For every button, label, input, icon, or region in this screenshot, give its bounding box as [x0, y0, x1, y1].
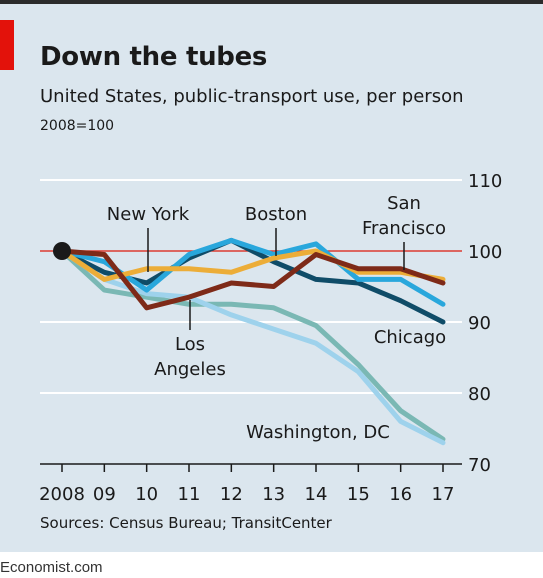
chart-subtitle: United States, public-transport use, per… — [40, 86, 464, 107]
series-label: New York — [107, 204, 190, 225]
chart-title: Down the tubes — [40, 42, 268, 72]
y-tick-label: 80 — [468, 384, 491, 405]
series-line-washington-dc — [59, 248, 446, 442]
series-line-new-york — [59, 248, 446, 282]
brand-tag — [0, 20, 14, 70]
x-tick-label: 17 — [432, 484, 455, 505]
series-label: San — [387, 193, 421, 214]
y-tick-label: 90 — [468, 313, 491, 334]
x-tick-label: 13 — [262, 484, 285, 505]
source-note: Sources: Census Bureau; TransitCenter — [40, 514, 332, 532]
series-label: Boston — [245, 204, 307, 225]
series-label: Washington, DC — [246, 422, 390, 443]
series-label: Chicago — [374, 327, 446, 348]
x-tick-label: 12 — [220, 484, 243, 505]
series-line-san-francisco — [59, 248, 446, 311]
y-tick-label: 100 — [468, 242, 502, 263]
y-tick-label: 70 — [468, 455, 491, 476]
unit-label: 2008=100 — [40, 118, 115, 134]
y-tick-label: 110 — [468, 171, 502, 192]
top-rule — [0, 0, 543, 4]
x-tick-label: 09 — [93, 484, 116, 505]
series-line-los-angeles — [59, 248, 446, 446]
x-tick-label: 14 — [305, 484, 328, 505]
x-tick-label: 10 — [135, 484, 158, 505]
brand-footer: Economist.com — [0, 559, 103, 576]
line-chart: 70 80 90 100 110 2008 09 10 11 12 13 14 15 16 17 New Yo… — [39, 171, 502, 505]
series-label: Angeles — [154, 359, 226, 380]
series-label: Los — [175, 334, 205, 355]
x-tick-label: 16 — [389, 484, 412, 505]
x-tick-label: 11 — [178, 484, 201, 505]
x-tick-label: 15 — [347, 484, 370, 505]
series-label: Francisco — [362, 218, 446, 239]
x-tick-label: 2008 — [39, 484, 85, 505]
base-year-dot — [53, 242, 71, 260]
